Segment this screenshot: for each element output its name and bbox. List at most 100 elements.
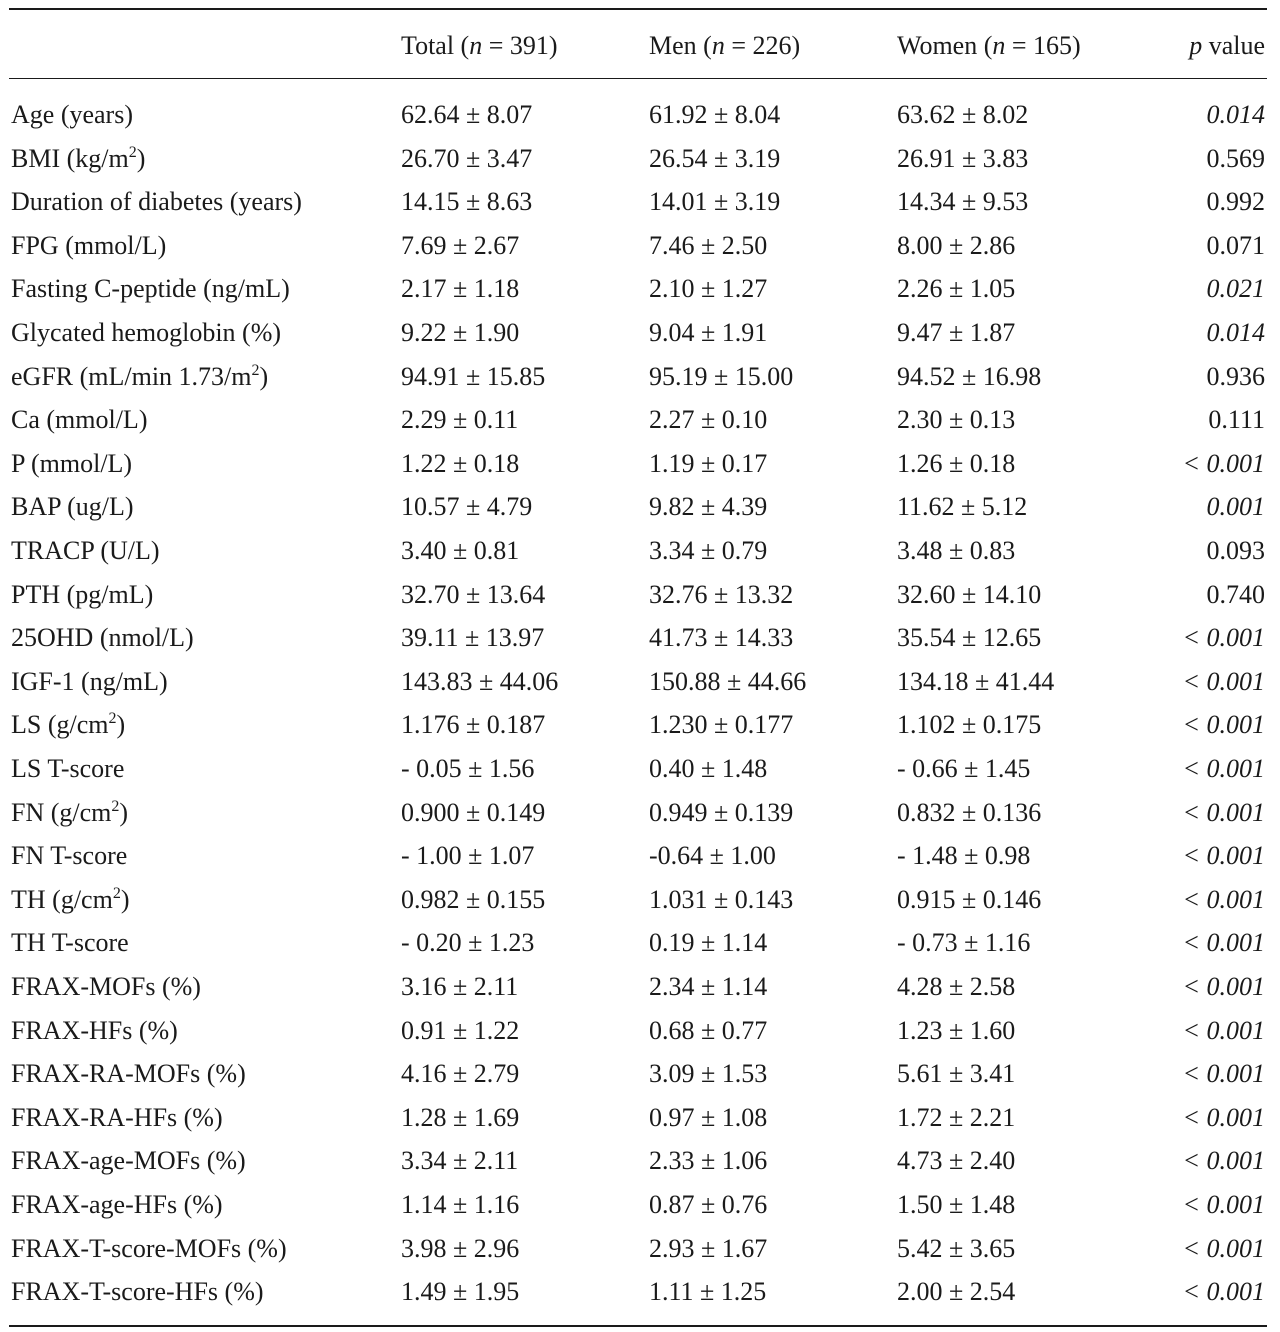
table-row: PTH (pg/mL) 32.70 ± 13.64 32.76 ± 13.32 32.…	[0, 575, 1280, 615]
men-value: -0.64 ± 1.00	[649, 841, 776, 871]
header-men: Men (n = 226)	[649, 31, 801, 60]
men-value: 7.46 ± 2.50	[649, 230, 768, 260]
p-value: < 0.001	[1182, 797, 1265, 827]
total-value: 1.176 ± 0.187	[401, 710, 546, 740]
table-row: P (mmol/L) 1.22 ± 0.18 1.19 ± 0.17 1.26 ± 0…	[0, 444, 1280, 484]
table-row: BAP (ug/L) 10.57 ± 4.79 9.82 ± 4.39 11.62 ±…	[0, 487, 1280, 527]
p-value: < 0.001	[1182, 1102, 1265, 1132]
men-value: 2.34 ± 1.14	[649, 972, 768, 1001]
total-value: 3.40 ± 0.81	[401, 536, 520, 565]
women-value: 4.28 ± 2.58	[897, 972, 1016, 1001]
table-row: LS T-score - 0.05 ± 1.56 0.40 ± 1.48 - 0.66…	[0, 749, 1280, 789]
women-value: 4.73 ± 2.40	[897, 1146, 1016, 1176]
women-value: 9.47 ± 1.87	[897, 318, 1016, 347]
p-value: 0.071	[1206, 230, 1266, 260]
p-value: < 0.001	[1182, 884, 1265, 914]
men-value: 14.01 ± 3.19	[649, 187, 781, 217]
table-row: FRAX-HFs (%) 0.91 ± 1.22 0.68 ± 0.77 1.23 ±…	[0, 1011, 1280, 1051]
men-value: 2.93 ± 1.67	[649, 1233, 768, 1263]
total-value: 26.70 ± 3.47	[401, 143, 533, 173]
row-label: Fasting C-peptide (ng/mL)	[11, 274, 290, 304]
men-value: 0.949 ± 0.139	[649, 797, 794, 827]
row-label: LS T-score	[11, 754, 125, 783]
p-value: 0.021	[1206, 274, 1266, 304]
women-value: 5.61 ± 3.41	[897, 1059, 1016, 1089]
p-value: < 0.001	[1182, 623, 1265, 653]
row-label: Age (years)	[11, 100, 133, 129]
p-value: < 0.001	[1182, 754, 1265, 783]
men-value: 61.92 ± 8.04	[649, 100, 781, 129]
table-row: TRACP (U/L) 3.40 ± 0.81 3.34 ± 0.79 3.48 ± …	[0, 531, 1280, 571]
row-label: 25OHD (nmol/L)	[11, 623, 194, 653]
row-label: FPG (mmol/L)	[11, 230, 167, 260]
table-row: FRAX-RA-MOFs (%) 4.16 ± 2.79 3.09 ± 1.53 5.…	[0, 1054, 1280, 1094]
table-row: BMI (kg/m2) 26.70 ± 3.47 26.54 ± 3.19 26.91…	[0, 139, 1280, 179]
total-value: - 0.05 ± 1.56	[401, 754, 535, 783]
men-value: 1.031 ± 0.143	[649, 884, 794, 914]
men-value: 1.19 ± 0.17	[649, 448, 768, 478]
header-rule	[9, 78, 1267, 79]
header-p-value: p value	[1189, 31, 1265, 60]
total-value: 143.83 ± 44.06	[401, 666, 559, 696]
row-label: TH T-score	[11, 928, 129, 958]
row-label: PTH (pg/mL)	[11, 579, 154, 609]
table-row: FRAX-T-score-HFs (%) 1.49 ± 1.95 1.11 ± 1.…	[0, 1272, 1280, 1312]
women-value: 1.102 ± 0.175	[897, 710, 1042, 740]
table-row: 25OHD (nmol/L) 39.11 ± 13.97 41.73 ± 14.33…	[0, 618, 1280, 658]
total-value: 2.17 ± 1.18	[401, 274, 520, 304]
men-value: 41.73 ± 14.33	[649, 623, 794, 653]
total-value: 32.70 ± 13.64	[401, 579, 546, 609]
row-label: Ca (mmol/L)	[11, 405, 148, 435]
p-value: < 0.001	[1182, 1233, 1265, 1263]
p-value: 0.014	[1206, 318, 1266, 347]
row-label: BMI (kg/m2)	[11, 143, 146, 173]
women-value: - 1.48 ± 0.98	[897, 841, 1031, 871]
total-value: 39.11 ± 13.97	[401, 623, 545, 653]
men-value: 32.76 ± 13.32	[649, 579, 794, 609]
row-label: FRAX-RA-HFs (%)	[11, 1102, 223, 1132]
men-value: 0.19 ± 1.14	[649, 928, 768, 958]
women-value: 1.50 ± 1.48	[897, 1190, 1016, 1219]
p-value: < 0.001	[1182, 1059, 1265, 1089]
row-label: FRAX-HFs (%)	[11, 1015, 178, 1045]
table-row: LS (g/cm2) 1.176 ± 0.187 1.230 ± 0.177 1.10…	[0, 705, 1280, 745]
row-label: FRAX-MOFs (%)	[11, 972, 201, 1001]
row-label: FRAX-T-score-MOFs (%)	[11, 1233, 287, 1263]
women-value: 2.30 ± 0.13	[897, 405, 1016, 435]
men-value: 150.88 ± 44.66	[649, 666, 807, 696]
total-value: 1.22 ± 0.18	[401, 448, 520, 478]
header-women: Women (n = 165)	[897, 31, 1081, 60]
table-row: FRAX-RA-HFs (%) 1.28 ± 1.69 0.97 ± 1.08 1.7…	[0, 1098, 1280, 1138]
table-row: FRAX-age-MOFs (%) 3.34 ± 2.11 2.33 ± 1.06 4…	[0, 1141, 1280, 1181]
p-value: < 0.001	[1182, 1277, 1265, 1307]
p-value: < 0.001	[1182, 841, 1265, 871]
row-label: BAP (ug/L)	[11, 492, 134, 522]
women-value: 94.52 ± 16.98	[897, 361, 1042, 391]
row-label: Duration of diabetes (years)	[11, 187, 302, 217]
women-value: 1.23 ± 1.60	[897, 1015, 1016, 1045]
men-value: 0.40 ± 1.48	[649, 754, 768, 783]
p-value: < 0.001	[1182, 448, 1265, 478]
table-row: Age (years) 62.64 ± 8.07 61.92 ± 8.04 63.62…	[0, 95, 1280, 135]
table-row: Ca (mmol/L) 2.29 ± 0.11 2.27 ± 0.10 2.30 ± …	[0, 400, 1280, 440]
women-value: 2.00 ± 2.54	[897, 1277, 1016, 1307]
men-value: 95.19 ± 15.00	[649, 361, 794, 391]
women-value: 5.42 ± 3.65	[897, 1233, 1016, 1263]
row-label: FN T-score	[11, 841, 128, 871]
header-total: Total (n = 391)	[401, 31, 558, 60]
p-value: 0.992	[1206, 187, 1266, 217]
total-value: 94.91 ± 15.85	[401, 361, 546, 391]
total-value: 14.15 ± 8.63	[401, 187, 533, 217]
row-label: eGFR (mL/min 1.73/m2)	[11, 361, 269, 391]
p-value: 0.740	[1206, 579, 1266, 609]
table-top-rule	[9, 8, 1267, 10]
women-value: 14.34 ± 9.53	[897, 187, 1029, 217]
total-value: 7.69 ± 2.67	[401, 230, 520, 260]
men-value: 1.230 ± 0.177	[649, 710, 794, 740]
men-value: 0.87 ± 0.76	[649, 1190, 768, 1219]
p-value: < 0.001	[1182, 1146, 1265, 1176]
women-value: 11.62 ± 5.12	[897, 492, 1028, 522]
row-label: IGF-1 (ng/mL)	[11, 666, 168, 696]
total-value: 3.16 ± 2.11	[401, 972, 519, 1001]
